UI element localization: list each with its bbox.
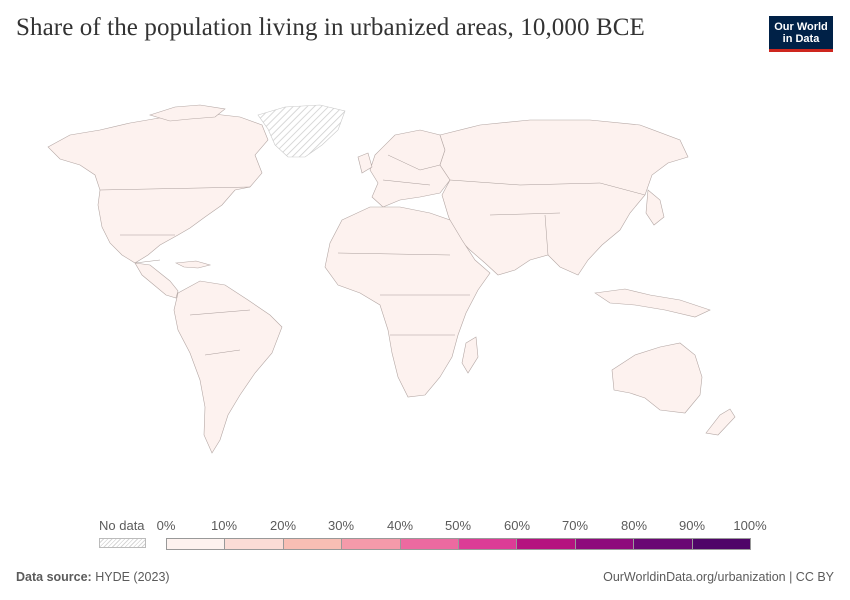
legend-tick: 80% <box>620 518 648 533</box>
legend-bin[interactable] <box>224 538 284 550</box>
legend-bin[interactable] <box>633 538 693 550</box>
legend-tick: 10% <box>210 518 238 533</box>
legend-tick: 70% <box>561 518 589 533</box>
legend-no-data-label: No data <box>99 518 145 533</box>
legend-no-data-swatch[interactable] <box>99 538 146 548</box>
region-central-america[interactable] <box>134 262 179 299</box>
legend-bin[interactable] <box>516 538 576 550</box>
owid-logo[interactable]: Our World in Data <box>769 16 833 52</box>
legend-tick: 0% <box>156 518 176 533</box>
region-madagascar[interactable] <box>461 336 479 374</box>
logo-line-1: Our World <box>774 21 828 33</box>
data-source-value[interactable]: HYDE (2023) <box>95 570 170 584</box>
region-north-america[interactable] <box>47 112 269 264</box>
region-uk[interactable] <box>357 152 373 174</box>
data-source: Data source: HYDE (2023) <box>16 570 170 584</box>
url-and-license[interactable]: OurWorldinData.org/urbanization | CC BY <box>603 570 834 584</box>
legend-tick: 90% <box>678 518 706 533</box>
logo-line-2: in Data <box>782 33 820 45</box>
legend-bin[interactable] <box>166 538 226 550</box>
chart-title: Share of the population living in urbani… <box>16 14 645 41</box>
legend-tick: 30% <box>327 518 355 533</box>
legend-bin[interactable] <box>458 538 518 550</box>
region-arctic-islands[interactable] <box>148 104 226 122</box>
legend-bin[interactable] <box>341 538 401 550</box>
region-greenland-no-data[interactable] <box>257 104 346 158</box>
data-source-label: Data source: <box>16 570 92 584</box>
region-africa[interactable] <box>324 206 491 398</box>
region-south-america[interactable] <box>173 280 283 454</box>
region-new-zealand[interactable] <box>705 408 736 436</box>
legend-tick: 100% <box>733 518 767 533</box>
region-japan[interactable] <box>645 189 665 226</box>
world-map <box>47 104 736 454</box>
legend-tick: 20% <box>269 518 297 533</box>
legend-tick: 40% <box>386 518 414 533</box>
legend-bin[interactable] <box>574 538 635 550</box>
legend-tick: 50% <box>444 518 472 533</box>
color-legend: No data 0% 10% 20% 30% 40% 50% 60% 70% 8… <box>0 515 850 555</box>
region-europe[interactable] <box>369 129 451 208</box>
region-maritime-southeast-asia[interactable] <box>594 288 711 318</box>
legend-bin[interactable] <box>399 538 459 550</box>
region-caribbean[interactable] <box>174 260 212 269</box>
legend-bin[interactable] <box>691 538 751 550</box>
region-australia[interactable] <box>611 342 703 414</box>
legend-tick: 60% <box>503 518 531 533</box>
region-asia[interactable] <box>439 119 689 276</box>
legend-bin[interactable] <box>282 538 343 550</box>
